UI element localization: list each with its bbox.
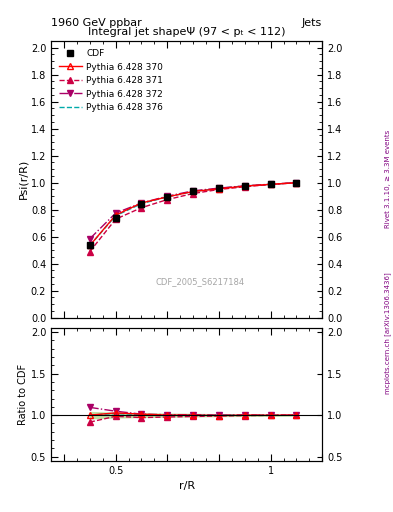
- Y-axis label: Ratio to CDF: Ratio to CDF: [18, 364, 28, 425]
- Text: Rivet 3.1.10, ≥ 3.3M events: Rivet 3.1.10, ≥ 3.3M events: [385, 130, 391, 228]
- Text: 1960 GeV ppbar: 1960 GeV ppbar: [51, 18, 142, 28]
- Text: CDF_2005_S6217184: CDF_2005_S6217184: [156, 278, 245, 287]
- X-axis label: r/R: r/R: [178, 481, 195, 491]
- Text: Jets: Jets: [302, 18, 322, 28]
- Text: mcplots.cern.ch [arXiv:1306.3436]: mcplots.cern.ch [arXiv:1306.3436]: [384, 272, 391, 394]
- Legend: CDF, Pythia 6.428 370, Pythia 6.428 371, Pythia 6.428 372, Pythia 6.428 376: CDF, Pythia 6.428 370, Pythia 6.428 371,…: [55, 46, 167, 116]
- Title: Integral jet shapeΨ (97 < pₜ < 112): Integral jet shapeΨ (97 < pₜ < 112): [88, 28, 285, 37]
- Y-axis label: Psi(r/R): Psi(r/R): [18, 159, 28, 200]
